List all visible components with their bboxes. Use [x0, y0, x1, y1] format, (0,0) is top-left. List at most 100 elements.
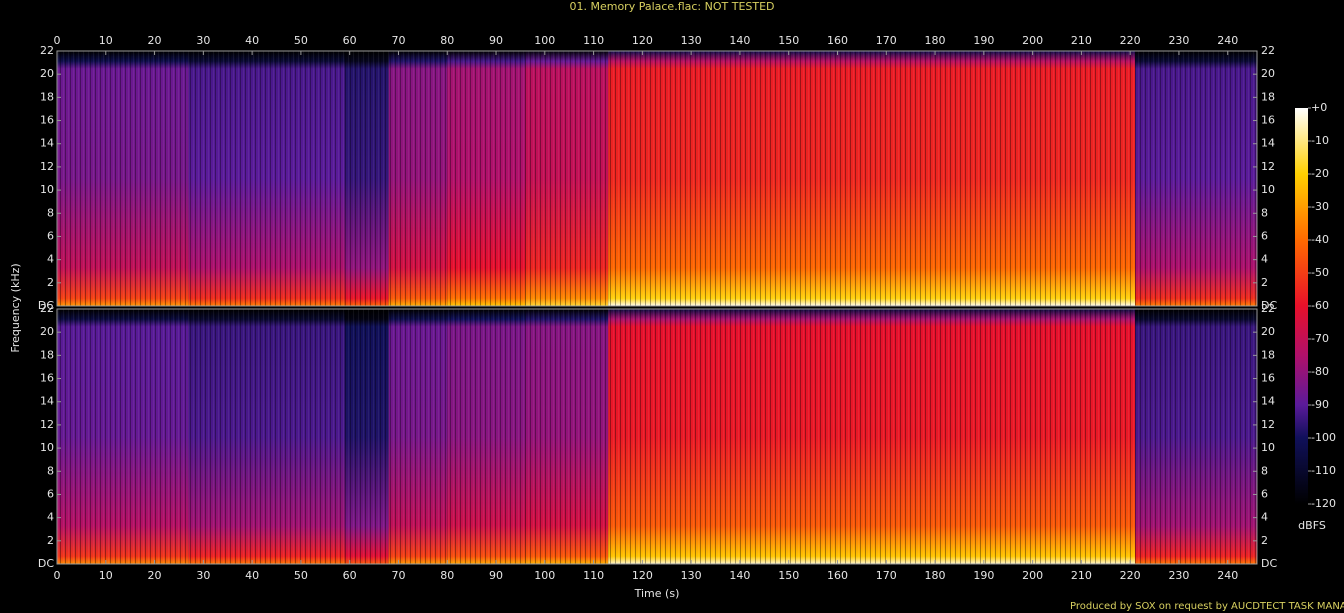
- x-tick-label: 110: [583, 34, 604, 47]
- x-tick-label: 60: [343, 34, 357, 47]
- x-tick-label: 130: [681, 569, 702, 582]
- x-tick-label: 110: [583, 569, 604, 582]
- colorbar-tick-label: -40: [1311, 233, 1329, 246]
- y-tick-label: DC: [1261, 299, 1277, 312]
- y-tick-label: 8: [1261, 206, 1268, 219]
- x-tick-label: 220: [1120, 34, 1141, 47]
- x-tick-label: 0: [54, 569, 61, 582]
- y-tick-label: 18: [1261, 90, 1275, 103]
- y-tick-label: 20: [1261, 67, 1275, 80]
- x-tick-label: 10: [99, 34, 113, 47]
- y-tick-label: 8: [1261, 464, 1268, 477]
- y-tick-label: 16: [1261, 114, 1275, 127]
- x-tick-label: 180: [925, 569, 946, 582]
- y-tick-label: 12: [40, 418, 54, 431]
- x-tick-label: 70: [391, 569, 405, 582]
- x-tick-label: 200: [1022, 34, 1043, 47]
- x-tick-label: 180: [925, 34, 946, 47]
- y-tick-label: 6: [47, 229, 54, 242]
- x-tick-label: 230: [1168, 34, 1189, 47]
- colorbar-tick-label: -30: [1311, 200, 1329, 213]
- y-tick-label: 6: [47, 487, 54, 500]
- x-tick-label: 50: [294, 34, 308, 47]
- y-tick-label: 22: [40, 44, 54, 57]
- y-tick-label: 16: [40, 114, 54, 127]
- x-tick-label: 30: [196, 569, 210, 582]
- x-tick-label: 160: [827, 34, 848, 47]
- x-tick-label: 80: [440, 34, 454, 47]
- y-tick-label: DC: [1261, 557, 1277, 570]
- x-tick-label: 30: [196, 34, 210, 47]
- y-tick-label: 16: [1261, 372, 1275, 385]
- x-tick-label: 0: [54, 34, 61, 47]
- y-tick-label: 2: [1261, 534, 1268, 547]
- x-tick-label: 200: [1022, 569, 1043, 582]
- y-tick-label: 18: [1261, 348, 1275, 361]
- x-tick-label: 230: [1168, 569, 1189, 582]
- y-tick-label: 22: [40, 302, 54, 315]
- y-tick-label: 4: [47, 253, 54, 266]
- x-tick-label: 240: [1217, 34, 1238, 47]
- x-tick-label: 240: [1217, 569, 1238, 582]
- y-tick-label: 22: [1261, 44, 1275, 57]
- colorbar-tick-label: -10: [1311, 134, 1329, 147]
- colorbar-tick-label: -20: [1311, 167, 1329, 180]
- texture-overlay: [57, 309, 1257, 564]
- plot-frame: [56, 308, 1258, 565]
- x-tick-label: 210: [1071, 34, 1092, 47]
- x-tick-label: 130: [681, 34, 702, 47]
- colorbar-tick-label: -80: [1311, 365, 1329, 378]
- chart-title: 01. Memory Palace.flac: NOT TESTED: [569, 0, 774, 13]
- colorbar: [1295, 108, 1308, 504]
- x-tick-label: 20: [148, 34, 162, 47]
- y-tick-label: 14: [40, 395, 54, 408]
- y-tick-label: 4: [47, 511, 54, 524]
- texture-overlay: [57, 51, 1257, 306]
- y-tick-label: 12: [40, 160, 54, 173]
- x-tick-label: 140: [729, 569, 750, 582]
- colorbar-tick-label: -120: [1311, 497, 1336, 510]
- y-tick-label: 2: [1261, 276, 1268, 289]
- y-tick-label: DC: [38, 557, 54, 570]
- y-tick-label: 16: [40, 372, 54, 385]
- x-tick-label: 170: [876, 34, 897, 47]
- x-tick-label: 70: [391, 34, 405, 47]
- y-tick-label: 12: [1261, 160, 1275, 173]
- x-tick-label: 90: [489, 34, 503, 47]
- y-tick-label: DC: [38, 299, 54, 312]
- x-tick-label: 190: [973, 34, 994, 47]
- colorbar-tick-label: -50: [1311, 266, 1329, 279]
- y-tick-label: 20: [1261, 325, 1275, 338]
- y-tick-label: 8: [47, 206, 54, 219]
- x-tick-label: 50: [294, 569, 308, 582]
- x-tick-label: 150: [778, 569, 799, 582]
- x-tick-label: 140: [729, 34, 750, 47]
- x-tick-label: 60: [343, 569, 357, 582]
- colorbar-tick-label: -90: [1311, 398, 1329, 411]
- x-tick-label: 20: [148, 569, 162, 582]
- x-tick-label: 40: [245, 569, 259, 582]
- y-tick-label: 20: [40, 67, 54, 80]
- y-tick-label: 4: [1261, 253, 1268, 266]
- x-tick-label: 80: [440, 569, 454, 582]
- y-axis-label: Frequency (kHz): [9, 263, 22, 352]
- y-tick-label: 6: [1261, 487, 1268, 500]
- x-tick-label: 190: [973, 569, 994, 582]
- y-tick-label: 10: [1261, 441, 1275, 454]
- plot-frame: [56, 50, 1258, 307]
- y-tick-label: 10: [1261, 183, 1275, 196]
- colorbar-tick-label: -70: [1311, 332, 1329, 345]
- x-tick-label: 120: [632, 34, 653, 47]
- colorbar-label: dBFS: [1298, 519, 1326, 532]
- y-tick-label: 12: [1261, 418, 1275, 431]
- y-tick-label: 22: [1261, 302, 1275, 315]
- x-tick-label: 10: [99, 569, 113, 582]
- y-tick-label: 4: [1261, 511, 1268, 524]
- y-tick-label: 10: [40, 441, 54, 454]
- y-tick-label: 18: [40, 348, 54, 361]
- colorbar-tick-label: -100: [1311, 431, 1336, 444]
- x-tick-label: 100: [534, 569, 555, 582]
- x-axis-label: Time (s): [634, 587, 680, 600]
- x-tick-label: 40: [245, 34, 259, 47]
